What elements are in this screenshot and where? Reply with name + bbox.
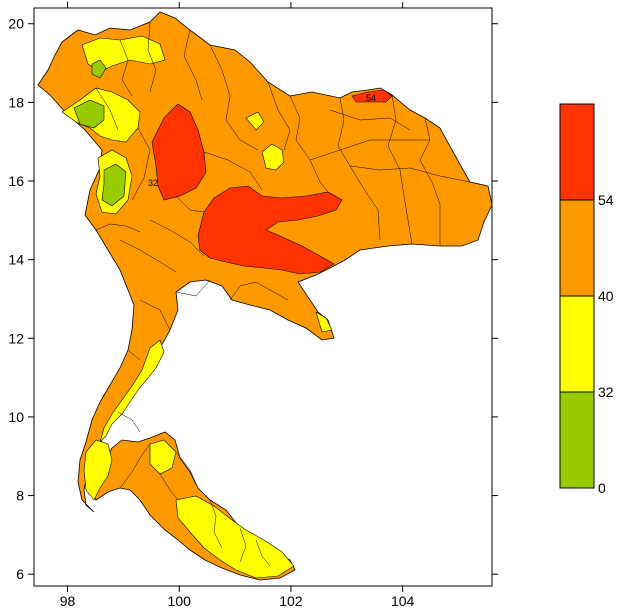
legend-swatch bbox=[559, 295, 595, 393]
map-region bbox=[37, 11, 493, 581]
green-west bbox=[101, 163, 127, 207]
y-tick-label: 10 bbox=[8, 409, 24, 425]
y-tick-label: 20 bbox=[8, 16, 24, 32]
yellow-coast-east bbox=[315, 311, 333, 333]
legend-swatch bbox=[559, 103, 595, 201]
province-boundaries bbox=[95, 21, 471, 567]
green-northwest bbox=[73, 99, 105, 129]
plot-frame bbox=[33, 7, 493, 587]
yellow-south-east bbox=[149, 439, 177, 475]
green-north-patch bbox=[91, 59, 107, 79]
x-tick-label: 102 bbox=[279, 593, 303, 609]
yellow-south-band bbox=[175, 495, 295, 579]
y-tick-label: 12 bbox=[8, 330, 24, 346]
yellow-south-west bbox=[83, 439, 113, 501]
legend-label: 32 bbox=[598, 384, 614, 400]
x-tick-label: 100 bbox=[168, 593, 192, 609]
legend-swatch bbox=[559, 391, 595, 489]
red-northeast bbox=[351, 89, 393, 103]
y-axis: 20 18 16 14 12 10 8 6 bbox=[8, 16, 498, 582]
legend-label: 40 bbox=[598, 288, 614, 304]
x-tick-label: 98 bbox=[60, 593, 76, 609]
red-central bbox=[197, 185, 343, 275]
y-tick-label: 18 bbox=[8, 94, 24, 110]
legend-label: 54 bbox=[598, 192, 614, 208]
contour-label-32: 32 bbox=[148, 178, 158, 188]
legend: 0 32 40 54 bbox=[559, 103, 614, 496]
yellow-peninsula-strip bbox=[99, 339, 165, 444]
y-tick-label: 14 bbox=[8, 252, 24, 268]
y-tick-label: 8 bbox=[16, 488, 24, 504]
red-north-central bbox=[151, 103, 207, 201]
legend-label: 0 bbox=[598, 480, 606, 496]
yellow-north-small bbox=[245, 111, 265, 131]
y-tick-label: 16 bbox=[8, 173, 24, 189]
legend-swatch bbox=[559, 199, 595, 297]
x-tick-label: 104 bbox=[391, 593, 415, 609]
y-tick-label: 6 bbox=[16, 566, 24, 582]
yellow-central-spot bbox=[261, 143, 285, 171]
contour-label-54: 54 bbox=[366, 93, 376, 103]
x-axis: 98 100 102 104 bbox=[60, 2, 415, 609]
